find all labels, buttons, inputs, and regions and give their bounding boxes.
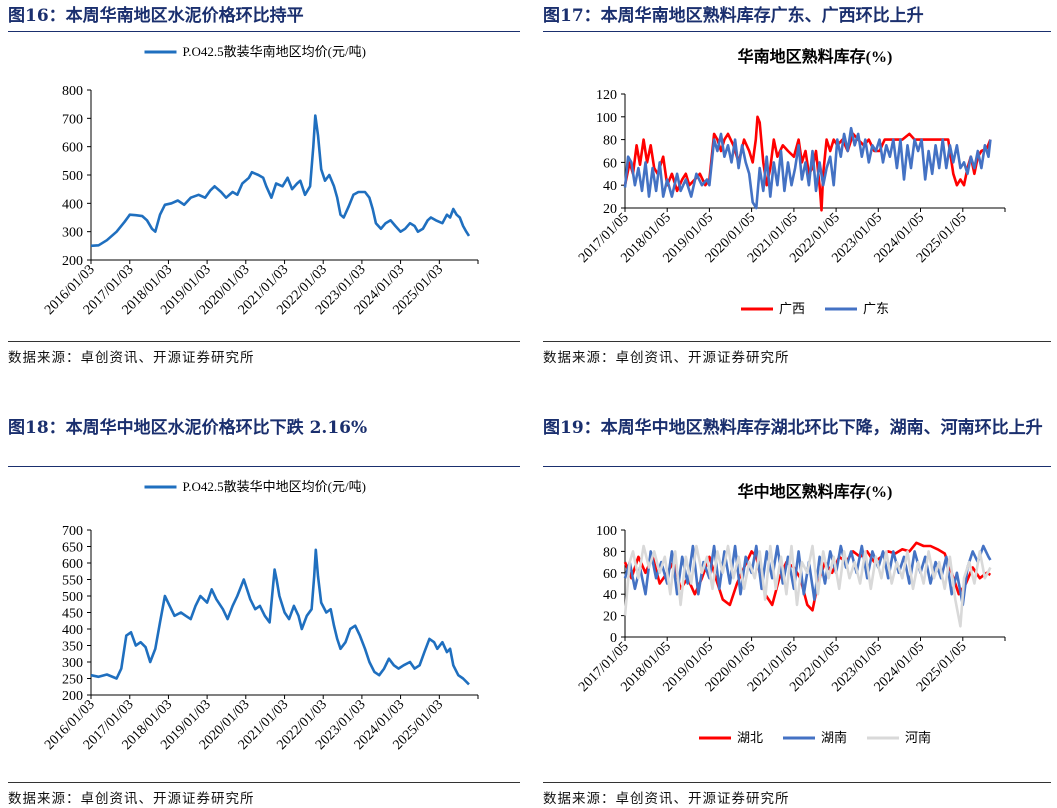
y-tick-label: 500 [62,590,83,605]
y-tick-label: 40 [603,588,617,603]
y-tick-label: 100 [596,111,617,126]
figure-title: 图19：本周华中地区熟料库存湖北环比下降，湖南、河南环比上升 [543,418,1043,438]
y-tick-label: 0 [610,631,617,646]
y-tick-label: 200 [62,254,83,269]
y-tick-label: 40 [603,179,617,194]
source-rule [8,782,520,783]
panel-fig17: 图17：本周华南地区熟料库存广东、广西环比上升 华南地区熟料库存(%) 广西 广东 2… [543,0,1051,380]
y-tick-label: 550 [62,574,83,589]
series-line [623,115,992,212]
source-note: 数据来源：卓创资讯、开源证券研究所 [543,350,790,366]
y-tick-label: 350 [62,640,83,655]
series-line [90,548,470,686]
legend-label: 广东 [863,301,889,316]
legend-label: 湖北 [737,730,763,745]
legend-label: P.O42.5散装华南地区均价(元/吨) [183,44,366,59]
panel-fig18: 图18：本周华中地区水泥价格环比下跌 2.16% P.O42.5散装华中地区均价… [8,412,520,808]
source-rule [543,782,1051,783]
y-tick-label: 700 [62,524,83,539]
source-rule [8,341,520,342]
chart-fig19: 华中地区熟料库存(%)湖北 湖南 河南0204060801002017/01/052… [576,482,1006,745]
source-rule [543,341,1051,342]
panel-fig16: 图16：本周华南地区水泥价格环比持平 P.O42.5散装华南地区均价(元/吨) 2… [8,0,520,380]
figure-title: 图18：本周华中地区水泥价格环比下跌 2.16% [8,418,368,438]
legend: P.O42.5散装华中地区均价(元/吨) [144,479,366,494]
legend: 湖北 湖南 河南 [699,730,931,745]
chart-fig16: P.O42.5散装华南地区均价(元/吨) 200 300 400 500 600 700 80… [42,44,479,318]
series-line [623,126,992,210]
source-note: 数据来源：卓创资讯、开源证券研究所 [8,791,255,807]
y-tick-label: 20 [603,610,617,625]
y-tick-label: 300 [62,226,83,241]
y-tick-label: 200 [62,689,83,704]
y-tick-label: 400 [62,197,83,212]
chart-fig17: 华南地区熟料库存(%)广西 广东204060801001202017/01/052… [576,47,1006,316]
title-rule [543,31,1051,32]
panel-fig19: 图19：本周华中地区熟料库存湖北环比下降，湖南、河南环比上升 华中地区熟料库存(… [543,412,1051,808]
chart-title: 华中地区熟料库存(%) [738,482,893,501]
y-tick-label: 650 [62,541,83,556]
source-note: 数据来源：卓创资讯、开源证券研究所 [8,350,255,366]
y-tick-label: 80 [603,134,617,149]
legend-label: 河南 [905,730,931,745]
y-tick-label: 500 [62,169,83,184]
y-tick-label: 120 [596,88,617,103]
source-note: 数据来源：卓创资讯、开源证券研究所 [543,791,790,807]
legend: P.O42.5散装华南地区均价(元/吨) [144,44,366,59]
title-rule [8,466,520,467]
y-tick-label: 450 [62,607,83,622]
title-rule [8,31,520,32]
legend: 广西 广东 [741,301,889,316]
y-tick-label: 300 [62,656,83,671]
y-tick-label: 600 [62,141,83,156]
y-tick-label: 80 [603,545,617,560]
series-line [90,114,471,248]
chart-title: 华南地区熟料库存(%) [738,47,893,66]
legend-label: P.O42.5散装华中地区均价(元/吨) [183,479,366,494]
y-tick-label: 700 [62,112,83,127]
y-tick-label: 60 [603,156,617,171]
figure-title: 图16：本周华南地区水泥价格环比持平 [8,6,304,26]
title-rule [543,466,1051,467]
y-tick-label: 20 [603,202,617,217]
legend-label: 湖南 [821,730,847,745]
y-tick-label: 800 [62,84,83,99]
series-line [623,544,992,628]
y-tick-label: 250 [62,673,83,688]
y-tick-label: 60 [603,567,617,582]
legend-label: 广西 [779,301,805,316]
y-tick-label: 600 [62,557,83,572]
y-tick-label: 100 [596,524,617,539]
figure-title: 图17：本周华南地区熟料库存广东、广西环比上升 [543,6,924,26]
y-tick-label: 400 [62,623,83,638]
